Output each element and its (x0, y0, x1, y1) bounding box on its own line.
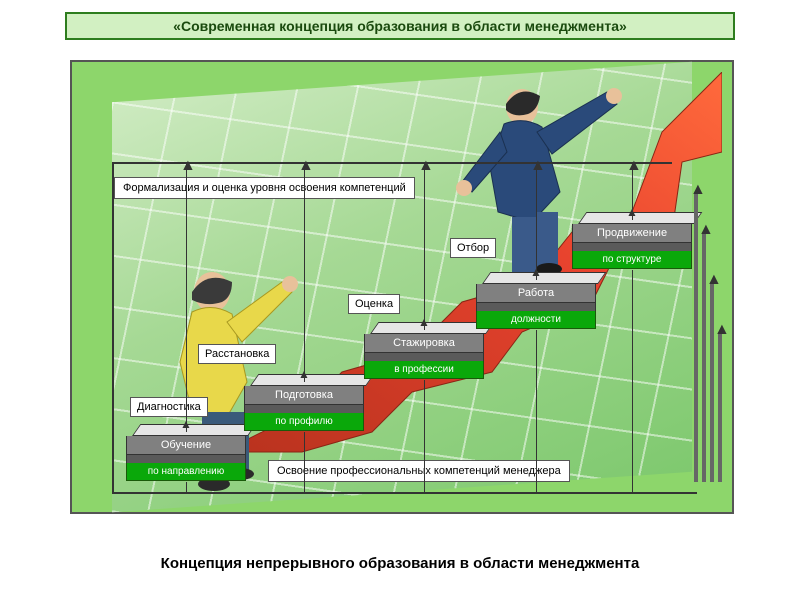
connector-down-1 (304, 432, 305, 492)
step-gray-band (244, 405, 364, 413)
connector-up-1 (304, 164, 305, 382)
step-green-label: по направлению (126, 463, 246, 481)
arrowhead-up-1: ▲ (298, 158, 314, 174)
step-gray-label: Стажировка (364, 334, 484, 353)
step-3: Работа должности (476, 272, 596, 329)
step-4: Продвижение по структуре (572, 212, 692, 269)
step-2: Стажировка в профессии (364, 322, 484, 379)
process-label-0: Диагностика (130, 397, 208, 417)
title-text: «Современная концепция образования в обл… (173, 18, 627, 34)
step-gray-label: Продвижение (572, 224, 692, 243)
process-label-1: Расстановка (198, 344, 276, 364)
step-0: Обучение по направлению (126, 424, 246, 481)
bottom-axis-line (112, 492, 697, 494)
arrowhead-up-2: ▲ (418, 158, 434, 174)
process-label-2: Оценка (348, 294, 400, 314)
arrowhead-mid-4: ▲ (626, 206, 638, 218)
step-gray-band (126, 455, 246, 463)
arrowhead-up-3: ▲ (530, 158, 546, 174)
step-green-label: по профилю (244, 413, 364, 431)
connector-down-2 (424, 380, 425, 492)
arrowhead-mid-0: ▲ (180, 418, 192, 430)
step-gray-label: Обучение (126, 436, 246, 455)
step-green-label: по структуре (572, 251, 692, 269)
top-process-label: Формализация и оценка уровня освоения ко… (114, 177, 415, 199)
connector-up-3 (536, 164, 537, 280)
step-top-face (578, 212, 702, 224)
step-gray-band (572, 243, 692, 251)
step-gray-band (364, 353, 484, 361)
arrowhead-mid-3: ▲ (530, 266, 542, 278)
connector-down-3 (536, 330, 537, 492)
step-top-face (482, 272, 606, 284)
step-green-label: должности (476, 311, 596, 329)
diagram-frame: Обучение по направлению Подготовка по профи… (70, 60, 734, 514)
bottom-process-label: Освоение профессиональных компетенций ме… (268, 460, 570, 482)
step-gray-band (476, 303, 596, 311)
arrowhead-mid-1: ▲ (298, 368, 310, 380)
connector-up-0 (186, 164, 187, 432)
left-axis-line (112, 162, 114, 492)
caption-text: Концепция непрерывного образования в обл… (161, 555, 640, 572)
connector-up-2 (424, 164, 425, 330)
step-top-face (132, 424, 256, 436)
top-axis-line (112, 162, 672, 164)
arrowhead-up-4: ▲ (626, 158, 642, 174)
right-bars: ▲ ▲ ▲ ▲ (692, 122, 722, 482)
arrowhead-up-0: ▲ (180, 158, 196, 174)
step-green-label: в профессии (364, 361, 484, 379)
caption: Концепция непрерывного образования в обл… (0, 555, 800, 572)
title-bar: «Современная концепция образования в обл… (65, 12, 735, 40)
step-gray-label: Подготовка (244, 386, 364, 405)
step-top-face (250, 374, 374, 386)
step-1: Подготовка по профилю (244, 374, 364, 431)
arrowhead-mid-2: ▲ (418, 316, 430, 328)
step-gray-label: Работа (476, 284, 596, 303)
process-label-3: Отбор (450, 238, 496, 258)
connector-down-4 (632, 270, 633, 492)
connector-down-0 (186, 482, 187, 492)
